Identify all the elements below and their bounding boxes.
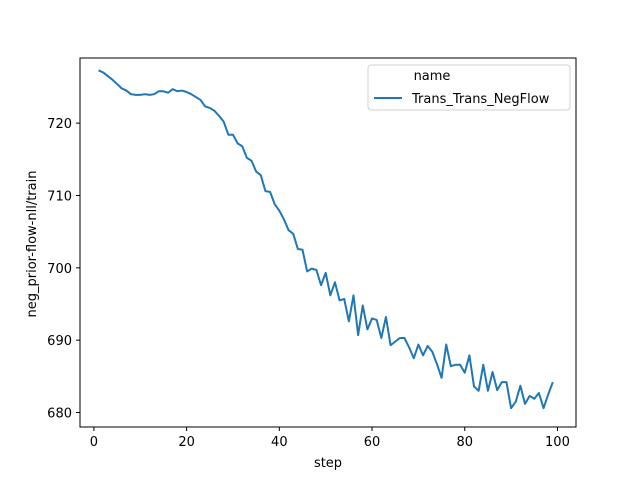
x-axis-label: step — [314, 456, 342, 471]
x-tick-label: 60 — [364, 435, 381, 450]
x-tick-label: 40 — [271, 435, 288, 450]
y-tick-label: 720 — [47, 117, 72, 132]
y-axis-label: neg_prior-flow-nll/train — [25, 171, 40, 318]
y-tick-label: 700 — [47, 262, 72, 277]
legend: name Trans_Trans_NegFlow — [367, 64, 571, 111]
y-tick-label: 680 — [47, 407, 72, 422]
y-tick-label: 710 — [47, 189, 72, 204]
y-axis: 680 690 700 710 720 — [47, 117, 80, 422]
x-axis: 0 20 40 60 80 100 — [90, 427, 570, 450]
legend-entry: Trans_Trans_NegFlow — [411, 92, 550, 107]
x-tick-label: 80 — [456, 435, 473, 450]
legend-box — [367, 64, 571, 111]
y-tick-label: 690 — [47, 334, 72, 349]
series-line-trans-trans-negflow — [98, 69, 554, 410]
x-tick-label: 0 — [90, 435, 98, 450]
x-tick-label: 100 — [545, 435, 570, 450]
axes-frame — [79, 57, 577, 428]
legend-title: name — [414, 69, 451, 84]
x-tick-label: 20 — [178, 435, 195, 450]
plot-area — [98, 69, 554, 410]
